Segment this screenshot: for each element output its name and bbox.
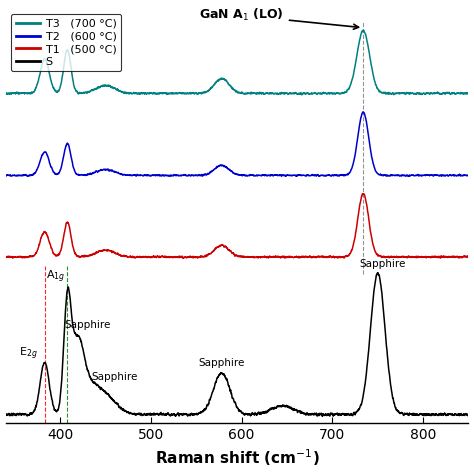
X-axis label: Raman shift (cm$^{-1}$): Raman shift (cm$^{-1}$) — [155, 448, 319, 468]
Text: Sapphire: Sapphire — [199, 358, 245, 368]
Legend: T3   (700 °C), T2   (600 °C), T1   (500 °C), S: T3 (700 °C), T2 (600 °C), T1 (500 °C), S — [11, 14, 121, 72]
Text: Sapphire: Sapphire — [91, 372, 137, 383]
Text: GaN A$_1$ (LO): GaN A$_1$ (LO) — [199, 7, 358, 29]
Text: A$_{1g}$: A$_{1g}$ — [46, 268, 65, 285]
Text: Sapphire: Sapphire — [359, 259, 405, 269]
Text: Sapphire: Sapphire — [64, 320, 110, 330]
Text: E$_{2g}$: E$_{2g}$ — [19, 345, 37, 362]
